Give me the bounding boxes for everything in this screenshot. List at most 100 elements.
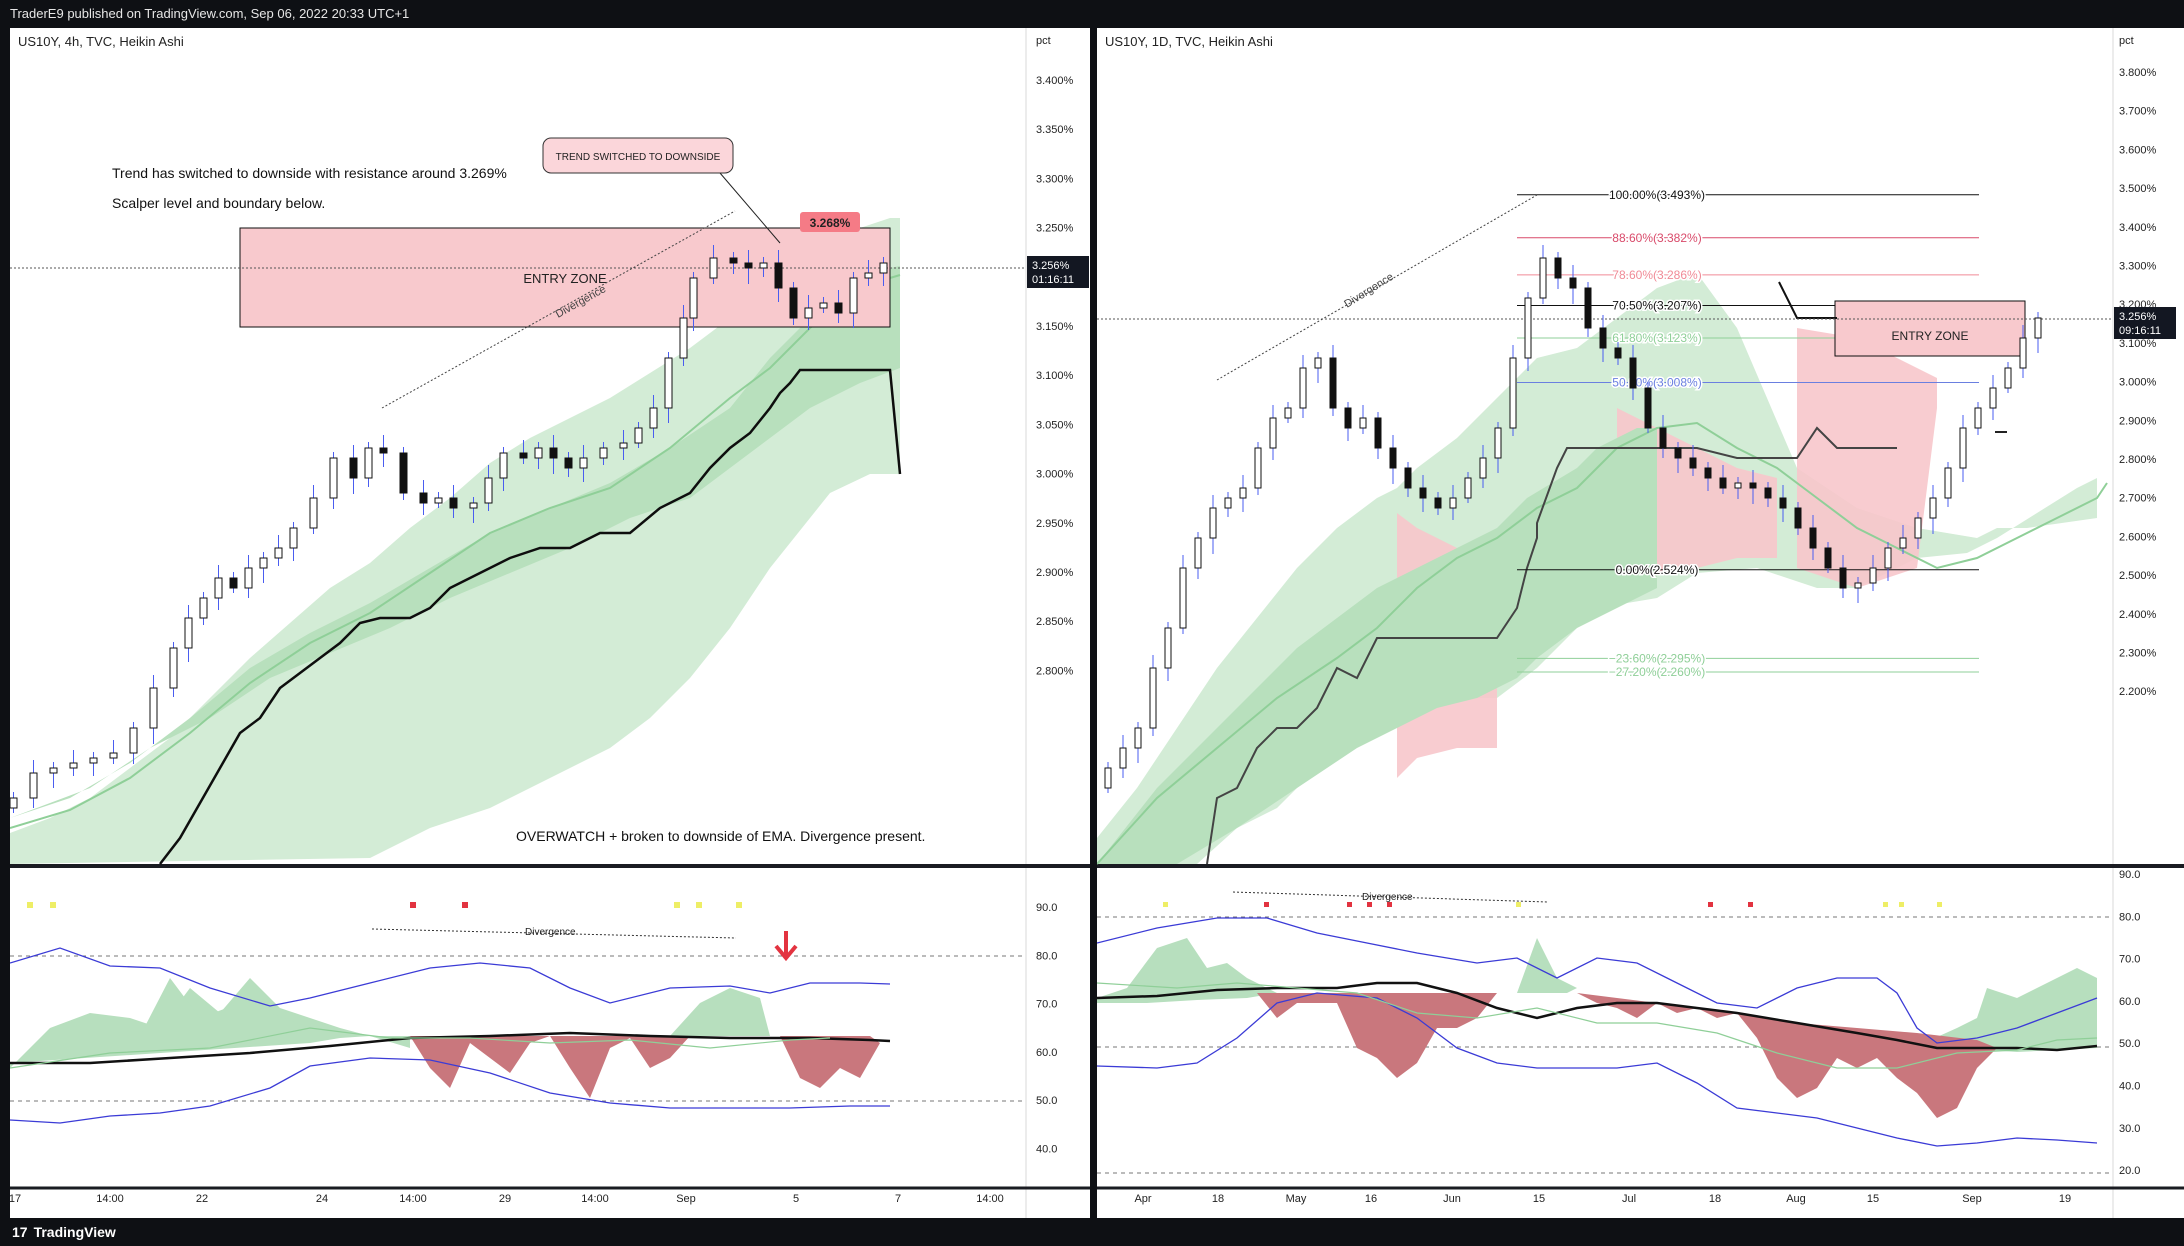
osc-tick: 70.0 [1036, 999, 1057, 1011]
osc-signal-line [10, 1031, 891, 1065]
candle-body [1344, 407, 1352, 429]
candle-body [534, 447, 543, 459]
osc-tick: 50.0 [2119, 1038, 2140, 1050]
candle-body [1419, 487, 1427, 499]
candle-body [1299, 367, 1307, 409]
fib-label: 61.80%(3.123%) [1612, 331, 1701, 345]
note-line-2: Scalper level and boundary below. [112, 195, 325, 211]
osc-lower-band [10, 1057, 890, 1124]
right-chart-panel[interactable]: 100.00%(3.493%) 88.60%(3.382%) 78.60%(3.28… [1097, 28, 2184, 1218]
level-badge [800, 212, 860, 232]
osc-upper-band [10, 947, 891, 1007]
price-tick: 3.000% [2119, 377, 2157, 389]
left-chart-svg[interactable]: ENTRY ZONE Divergence US10Y, 4h, TVC, He… [10, 28, 1090, 1218]
down-arrow-icon [774, 931, 798, 962]
candle-body [619, 442, 628, 449]
candle-body [484, 477, 493, 504]
candle-body [864, 272, 873, 279]
oscillator-pane: Divergence [10, 902, 1026, 1124]
symbol-info: US10Y, 4h, TVC, Heikin Ashi [18, 34, 184, 49]
callout-text: TREND SWITCHED TO DOWNSIDE [556, 152, 721, 163]
candle-body [1779, 497, 1787, 509]
candle-body [1929, 497, 1937, 519]
pane-separator [10, 864, 1090, 868]
candle-body [309, 497, 318, 529]
divergence-trendline [381, 210, 736, 409]
time-tick: May [1286, 1193, 1307, 1205]
osc-axis: 90.0 80.0 70.0 60.0 50.0 40.0 [1036, 902, 1057, 1156]
candle-body [1584, 287, 1592, 329]
candle-body [499, 452, 508, 479]
candle-body [519, 452, 528, 459]
candle-body [1509, 357, 1517, 429]
osc-tick: 30.0 [2119, 1123, 2140, 1135]
time-tick: 15 [1867, 1193, 1879, 1205]
candle-body [634, 427, 643, 444]
candle-body [214, 577, 223, 599]
candle-body [1179, 567, 1187, 629]
osc-axis: 90.0 80.0 70.0 60.0 50.0 40.0 30.0 20.0 [2119, 869, 2140, 1177]
unit-label: pct [2119, 35, 2134, 47]
time-tick: Apr [1134, 1193, 1151, 1205]
osc-tick: 80.0 [1036, 950, 1057, 962]
price-tick: 3.150% [1036, 321, 1074, 333]
time-tick: 17 [10, 1193, 21, 1205]
candle-body [664, 357, 673, 409]
candle-body [1104, 767, 1112, 789]
candle-body [1689, 457, 1697, 469]
time-tick: 14:00 [581, 1193, 609, 1205]
candle-body [399, 452, 408, 494]
bottom-note: OVERWATCH + broken to downside of EMA. D… [516, 828, 925, 844]
candles-right [1104, 245, 2042, 793]
candle-body [449, 497, 458, 509]
callout-box[interactable] [542, 137, 734, 174]
last-price: 3.256% [1032, 260, 1070, 272]
candle-body [289, 527, 298, 549]
time-tick: 24 [316, 1193, 328, 1205]
candle-body [149, 687, 158, 729]
candle-body [1239, 487, 1247, 499]
osc-divergence-label: Divergence [525, 927, 576, 938]
right-chart-svg[interactable]: 100.00%(3.493%) 88.60%(3.382%) 78.60%(3.28… [1097, 28, 2184, 1218]
left-chart-panel[interactable]: ENTRY ZONE Divergence US10Y, 4h, TVC, He… [10, 28, 1090, 1218]
price-tick: 2.900% [1036, 567, 1074, 579]
osc-tick: 90.0 [1036, 902, 1057, 914]
candle-body [1704, 467, 1712, 479]
osc-signal-line [1097, 981, 2098, 1052]
time-tick: 7 [895, 1193, 901, 1205]
osc-lower-band [1097, 992, 2098, 1147]
fib-label: 0.00%(2.524%) [1616, 563, 1699, 577]
candle-body [1749, 482, 1757, 489]
countdown: 01:16:11 [1032, 274, 1074, 286]
price-tick: 2.400% [2119, 609, 2157, 621]
scalper-step-line [159, 368, 902, 865]
candle-body [1734, 482, 1742, 489]
candle-body [1989, 387, 1997, 409]
candle-body [1479, 457, 1487, 479]
inner-cloud [1097, 428, 1657, 864]
entry-zone-box[interactable] [1834, 300, 2026, 357]
candle-body [1164, 627, 1172, 669]
candle-body [1284, 407, 1292, 419]
candle-body [579, 457, 588, 469]
price-tick: 2.850% [1036, 616, 1074, 628]
fib-label: 70.50%(3.207%) [1612, 298, 1701, 312]
time-tick: Sep [676, 1193, 696, 1205]
candle-body [274, 547, 283, 559]
price-tick: 3.600% [2119, 144, 2157, 156]
note-line-1: Trend has switched to downside with resi… [112, 165, 507, 181]
osc-tick: 80.0 [2119, 911, 2140, 923]
level-badge-text: 3.268% [810, 216, 851, 230]
candle-body [1314, 357, 1322, 369]
osc-tick: 20.0 [2119, 1165, 2140, 1177]
candle-body [1614, 347, 1622, 359]
price-tick: 3.100% [1036, 370, 1074, 382]
candle-body [549, 447, 558, 459]
osc-red-area [1257, 993, 1497, 1078]
time-tick: Jun [1443, 1193, 1461, 1205]
candle-body [1374, 417, 1382, 449]
time-tick: 15 [1533, 1193, 1545, 1205]
osc-tick: 50.0 [1036, 1095, 1057, 1107]
fib-retracement[interactable]: 100.00%(3.493%) 88.60%(3.382%) 78.60%(3.28… [1517, 186, 1979, 680]
candle-body [599, 447, 608, 459]
